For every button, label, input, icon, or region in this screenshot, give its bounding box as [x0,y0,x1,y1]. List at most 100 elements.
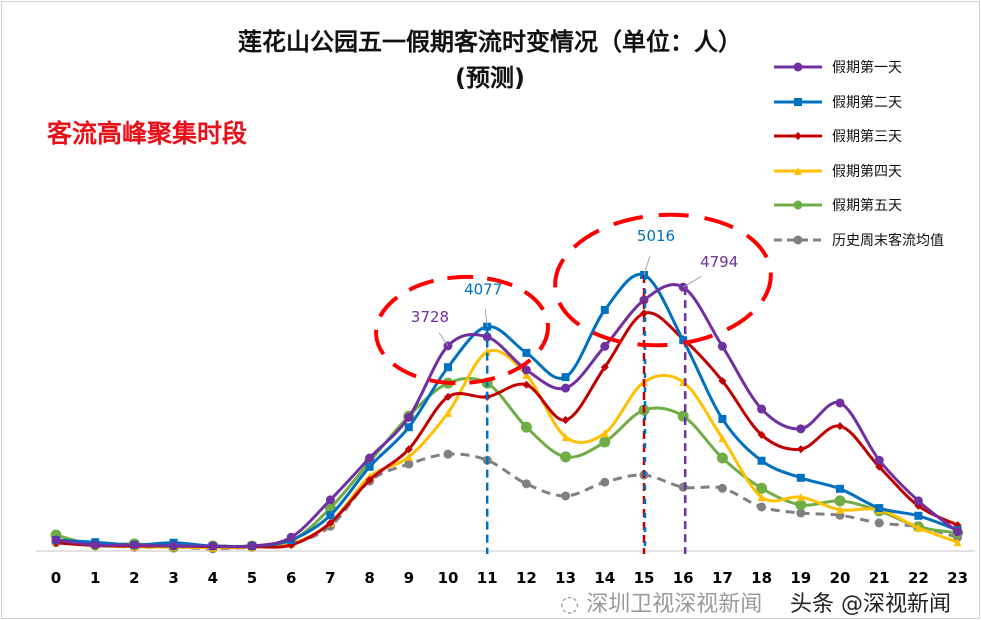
marker-circle [796,508,806,518]
marker-diamond [794,132,802,141]
x-tick-label: 14 [594,569,615,587]
marker-circle [599,436,611,448]
x-tick-label: 18 [751,569,772,587]
data-label: 3728 [411,308,449,326]
x-tick-label: 10 [438,569,459,587]
data-label-leader [484,308,488,327]
x-tick-label: 0 [51,569,61,587]
legend-label: 假期第四天 [832,163,902,180]
marker-triangle [953,538,962,547]
data-label-leader [438,332,449,347]
marker-circle [913,496,923,506]
data-label-leader [682,275,702,288]
marker-diamond [836,422,844,431]
marker-circle [717,483,727,493]
marker-circle [953,527,963,537]
legend-swatch [774,166,822,175]
marker-circle [757,502,767,512]
marker-circle [404,412,414,422]
series-5 [50,376,964,553]
marker-circle [482,332,492,342]
data-label: 5016 [637,227,675,245]
legend-label: 假期第五天 [832,198,902,215]
x-tick-label: 4 [208,569,218,587]
legend-item: 假期第二天 [772,85,944,120]
marker-circle [834,495,846,507]
marker-triangle [757,493,766,502]
marker-diamond [600,363,609,372]
data-label: 4077 [464,281,502,299]
marker-diamond [718,376,727,385]
marker-circle [247,541,257,551]
marker-circle [443,449,453,459]
x-tick-label: 3 [168,569,178,587]
x-tick-label: 19 [790,569,811,587]
marker-triangle [444,408,452,417]
marker-circle [365,453,375,463]
marker-circle [129,540,139,550]
watermark-wechat: ◌ 深圳卫视深视新闻 [560,592,763,617]
marker-circle [677,410,689,422]
marker-circle [90,540,100,550]
marker-triangle [914,523,923,532]
marker-square [757,456,766,465]
marker-triangle [522,370,531,379]
legend-item: 假期第三天 [772,119,944,154]
x-tick-label: 23 [947,569,968,587]
x-tick-label: 8 [364,569,374,587]
marker-diamond [444,392,452,401]
marker-diamond [365,476,374,485]
marker-circle [286,532,296,542]
marker-square [600,305,609,314]
marker-triangle [483,347,492,356]
x-tick-label: 2 [129,569,139,587]
marker-square [836,484,844,493]
legend-label: 假期第二天 [832,94,902,111]
marker-square [914,511,923,520]
legend-swatch [774,235,822,245]
chart-title: 莲花山公园五一假期客流时变情况（单位：人） [238,28,742,56]
marker-circle [561,491,571,501]
marker-circle [756,482,768,494]
marker-circle [560,451,572,463]
chart-subtitle: (预测) [455,64,525,92]
series-line [55,348,959,550]
legend-swatch [774,97,822,106]
watermark-line1: 深圳卫视深视新闻 [586,592,763,617]
marker-circle [639,295,649,305]
legend-item: 假期第四天 [772,154,944,189]
marker-square [326,511,335,520]
marker-circle [208,541,218,551]
x-tick-label: 6 [286,569,296,587]
marker-circle [793,235,803,245]
legend: 假期第一天假期第二天假期第三天假期第四天假期第五天历史周末客流均值 [772,50,944,257]
x-tick-label: 9 [404,569,414,587]
legend-item: 历史周末客流均值 [772,223,944,258]
marker-circle [600,341,610,351]
marker-square [404,423,413,432]
x-tick-label: 5 [247,569,257,587]
peak-highlight-ellipse [553,212,773,348]
x-tick-label: 21 [869,569,890,587]
legend-swatch [774,62,822,72]
marker-circle [404,459,414,469]
marker-square [794,97,802,106]
x-tick-label: 7 [325,569,335,587]
marker-circle [793,62,803,72]
legend-item: 假期第一天 [772,50,944,85]
x-tick-label: 12 [516,569,537,587]
marker-square [718,414,727,423]
marker-diamond [326,518,335,527]
data-label-leader [643,255,651,276]
x-tick-label: 22 [908,569,929,587]
marker-circle [325,495,335,505]
marker-triangle [836,505,844,514]
marker-circle [795,499,807,511]
marker-square [875,504,884,513]
legend-label: 历史周末客流均值 [832,232,944,249]
marker-diamond [757,430,766,439]
x-tick-label: 11 [477,569,498,587]
marker-diamond [796,445,805,454]
